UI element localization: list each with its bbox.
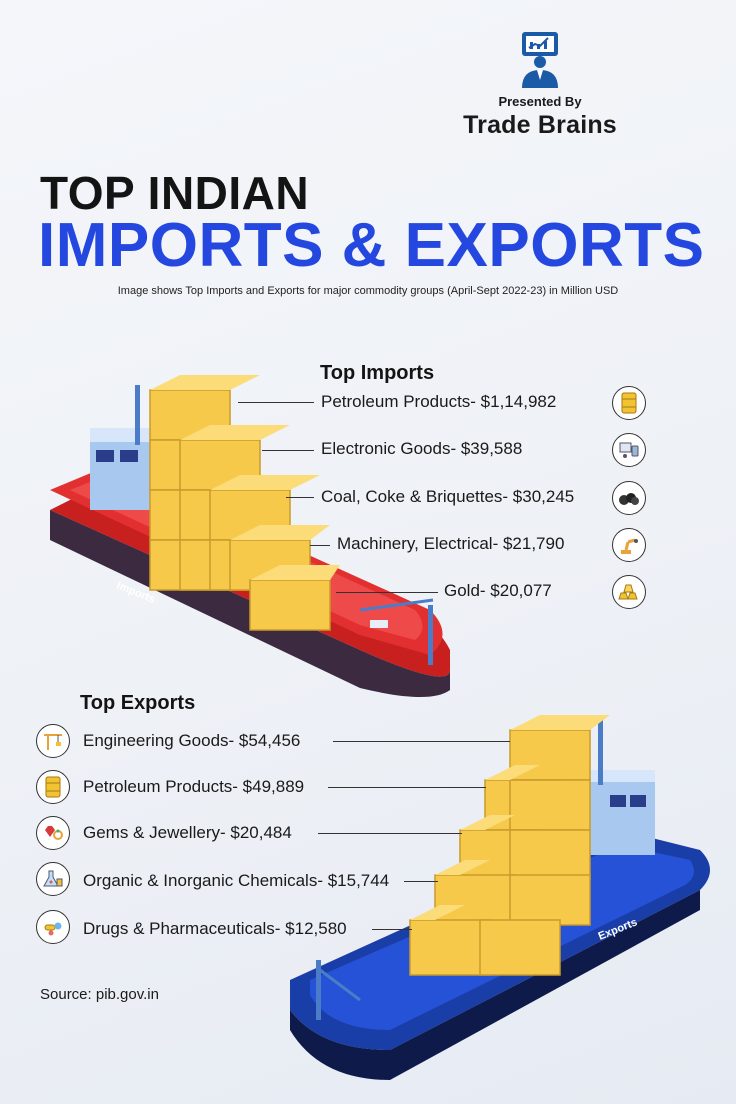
- export-leader-4: [404, 881, 438, 882]
- chemicals-icon: [36, 862, 70, 896]
- import-leader-2: [262, 450, 314, 451]
- robot-arm-icon: [612, 528, 646, 562]
- presented-by-text: Presented By: [498, 94, 582, 109]
- export-item-petroleum: Petroleum Products- $49,889: [83, 777, 305, 796]
- export-item-engineering: Engineering Goods- $54,456: [83, 731, 301, 750]
- exports-ship-illustration: Exports: [290, 715, 710, 1080]
- subtitle: Image shows Top Imports and Exports for …: [117, 285, 619, 297]
- import-leader-1: [238, 402, 314, 403]
- title-line-2: IMPORTS & EXPORTS: [38, 211, 705, 280]
- import-item-gold: Gold- $20,077: [444, 581, 552, 600]
- import-leader-5: [336, 592, 438, 593]
- import-item-electronics: Electronic Goods- $39,588: [321, 439, 523, 458]
- oil-barrel-icon: [612, 386, 646, 420]
- source-text: Source: pib.gov.in: [40, 986, 159, 1003]
- gems-icon: [36, 816, 70, 850]
- trade-brains-logo-icon: [522, 32, 558, 88]
- gold-bars-icon: [612, 575, 646, 609]
- import-item-petroleum: Petroleum Products- $1,14,982: [321, 392, 557, 411]
- electronics-icon: [612, 433, 646, 467]
- export-item-drugs: Drugs & Pharmaceuticals- $12,580: [83, 919, 347, 938]
- title-line-1: TOP INDIAN: [40, 167, 310, 219]
- export-leader-1: [333, 741, 510, 742]
- imports-heading: Top Imports: [320, 362, 435, 384]
- export-item-gems: Gems & Jewellery- $20,484: [83, 823, 292, 842]
- export-leader-2: [328, 787, 486, 788]
- crane-icon: [36, 724, 70, 758]
- export-leader-5: [372, 929, 412, 930]
- oil-barrel-icon: [36, 770, 70, 804]
- import-leader-4: [310, 545, 330, 546]
- coal-icon: [612, 481, 646, 515]
- pills-icon: [36, 910, 70, 944]
- export-leader-3: [318, 833, 462, 834]
- imports-ship-illustration: Imports: [50, 375, 450, 698]
- import-item-coal: Coal, Coke & Briquettes- $30,245: [321, 487, 575, 506]
- brand-block: Presented By Trade Brains: [440, 32, 640, 140]
- export-item-chemicals: Organic & Inorganic Chemicals- $15,744: [83, 871, 390, 890]
- brand-name: Trade Brains: [463, 111, 617, 139]
- import-item-machinery: Machinery, Electrical- $21,790: [337, 534, 565, 553]
- import-leader-3: [286, 497, 314, 498]
- exports-heading: Top Exports: [80, 692, 196, 714]
